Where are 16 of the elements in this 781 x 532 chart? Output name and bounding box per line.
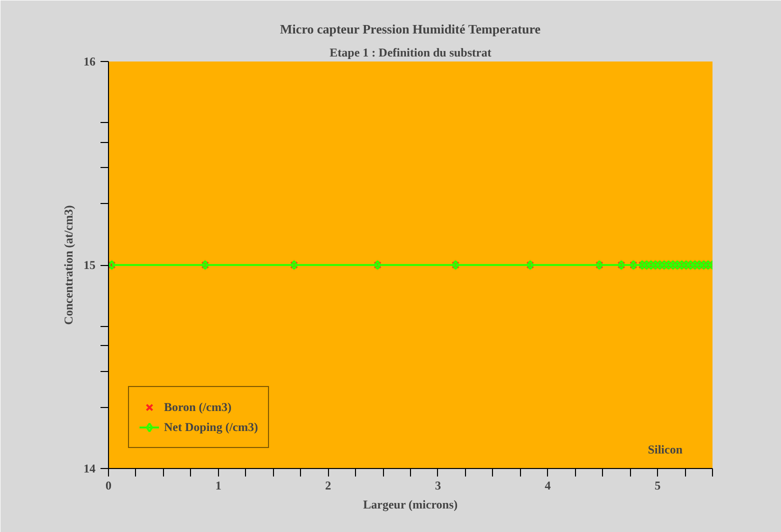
x-tick-label: 3 [434,478,441,492]
y-tick-label: 14 [84,462,96,476]
legend-label: Net Doping (/cm3) [164,420,258,434]
y-tick-label: 15 [84,258,96,272]
x-tick-label: 1 [215,478,222,492]
x-tick-label: 4 [544,478,551,492]
y-tick-label: 16 [84,54,96,68]
annotation: Silicon [648,442,683,456]
x-axis-title: Largeur (microns) [363,498,458,512]
legend-label: Boron (/cm3) [164,400,232,414]
chart-title: Micro capteur Pression Humidité Temperature [280,22,541,36]
x-tick-label: 5 [654,478,661,492]
y-axis-title: Concentration (at/cm3) [62,205,76,325]
x-tick-label: 0 [106,478,112,492]
chart-subtitle: Etape 1 : Definition du substrat [330,46,492,60]
x-tick-label: 2 [325,478,332,492]
